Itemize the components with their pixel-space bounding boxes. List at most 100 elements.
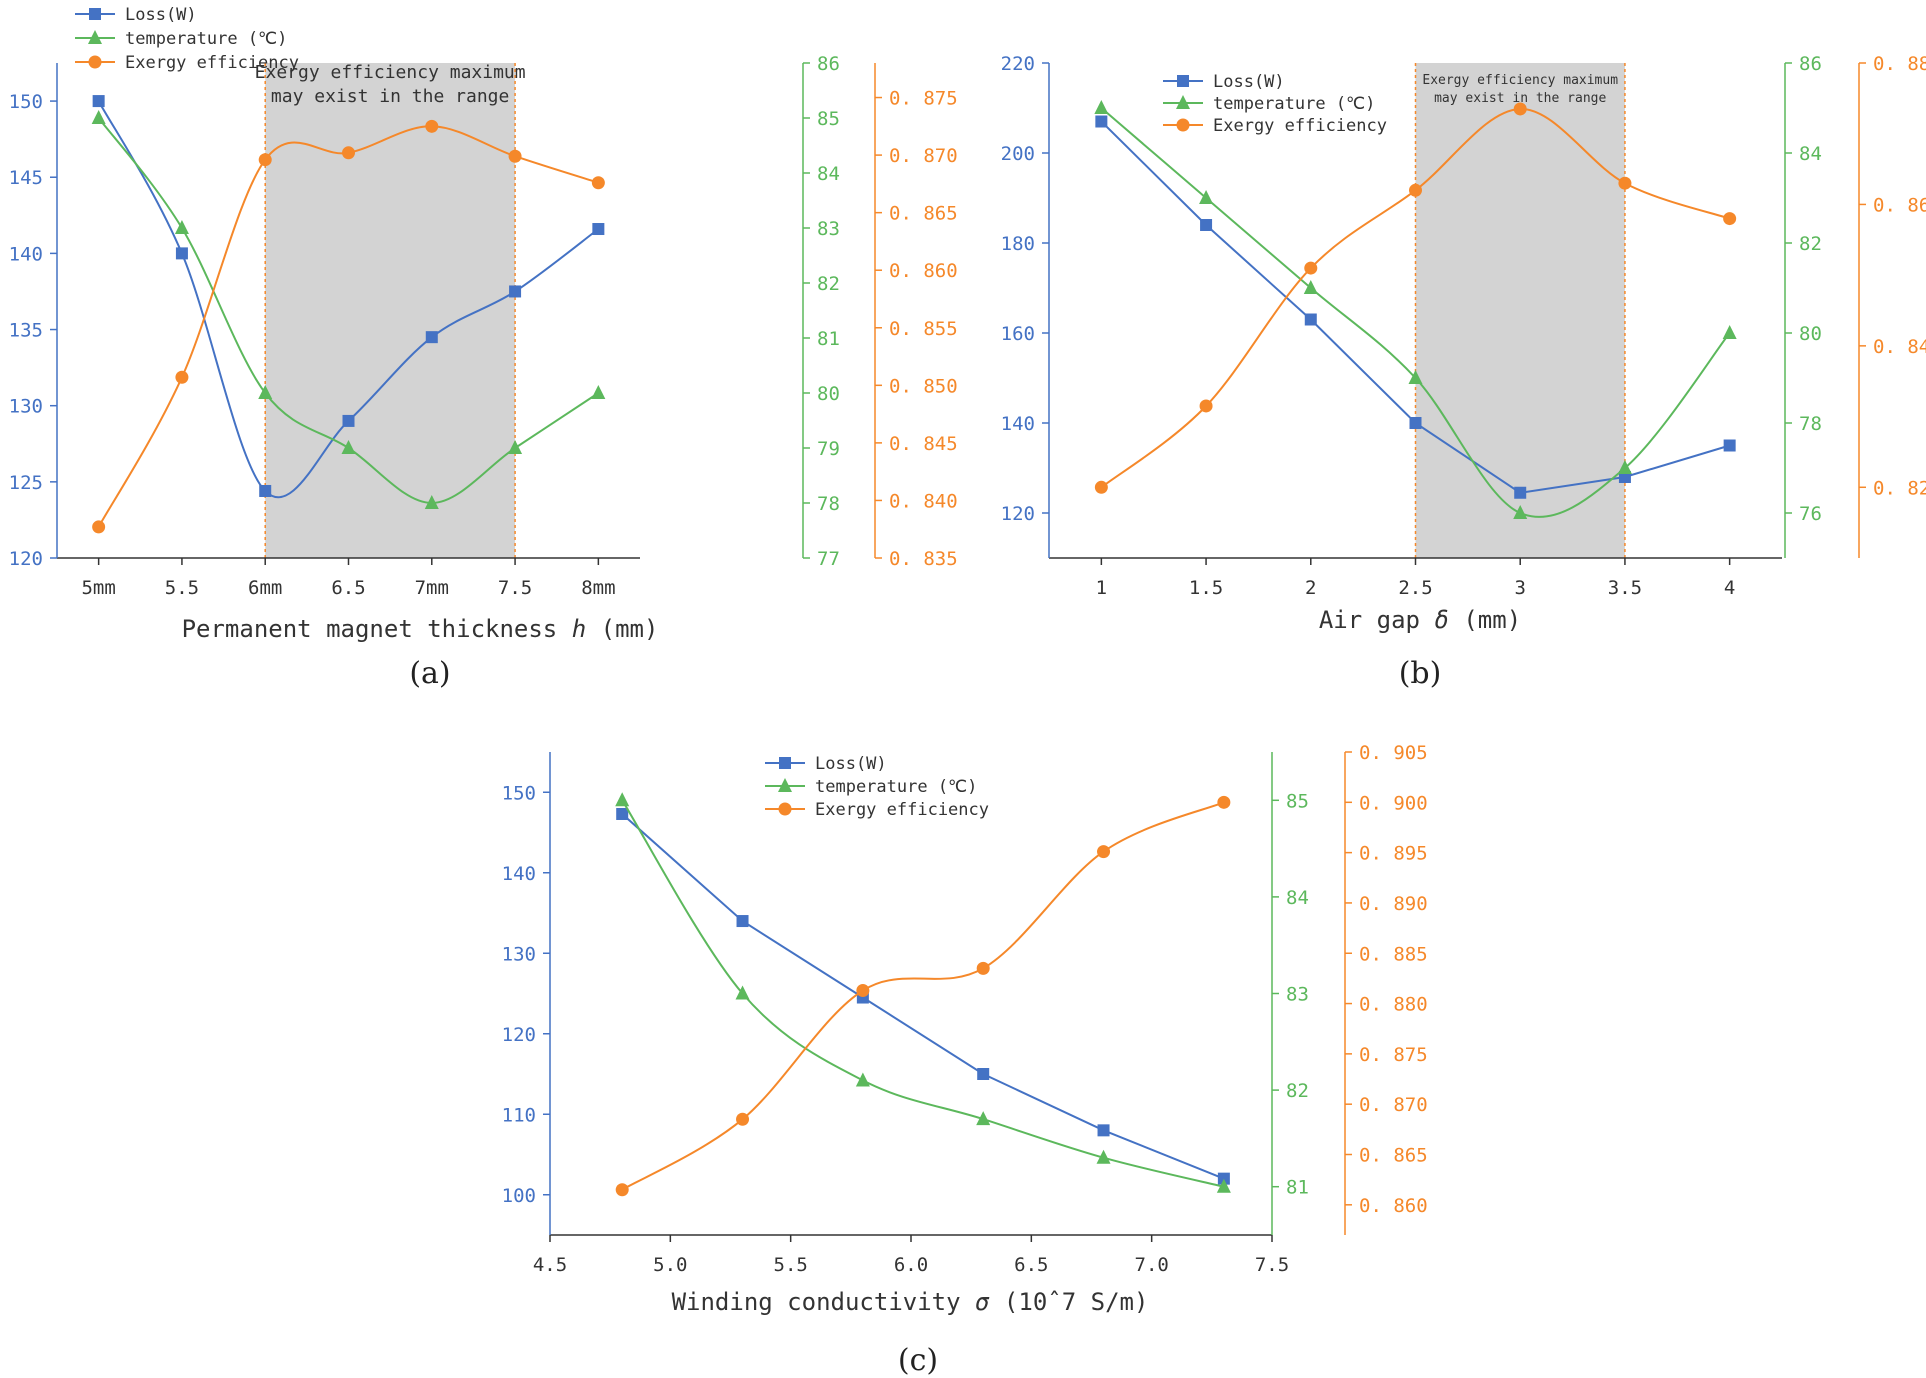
legend-swatch-marker (779, 757, 791, 769)
x-tick-label: 6mm (248, 577, 282, 599)
loss-data-point (1095, 115, 1108, 128)
loss-tick-label: 130 (9, 396, 43, 418)
x-axis-title: Air gap δ (mm) (1319, 606, 1521, 634)
loss-tick-label: 140 (502, 863, 536, 885)
temperature-tick-label: 86 (817, 53, 840, 75)
temperature-tick-label: 78 (1799, 413, 1822, 435)
exergy-tick-label: 0. 885 (1359, 943, 1428, 965)
panel-label: (c) (898, 1343, 938, 1378)
x-tick-label: 3.5 (1608, 577, 1642, 599)
legend: Loss(W)temperature (℃)Exergy efficiency (765, 754, 989, 820)
temperature-data-point (1216, 1178, 1231, 1193)
exergy-tick-label: 0. 860 (1359, 1195, 1428, 1217)
exergy-tick-label: 0. 845 (889, 433, 958, 455)
x-tick-label: 7.5 (1255, 1254, 1289, 1276)
legend: Loss(W)temperature (℃)Exergy efficiency (1163, 72, 1387, 136)
exergy-tick-label: 0. 870 (1359, 1094, 1428, 1116)
loss-tick-label: 100 (502, 1185, 536, 1207)
x-tick-label: 6.0 (894, 1254, 928, 1276)
x-tick-label: 1.5 (1189, 577, 1223, 599)
exergy-tick-label: 0. 835 (889, 548, 958, 570)
temperature-tick-label: 82 (1286, 1080, 1309, 1102)
loss-data-point (259, 484, 272, 497)
x-axis-title: Permanent magnet thickness h (mm) (182, 615, 659, 643)
panel-1: Exergy efficiency maximum may exist in th… (9, 5, 958, 691)
x-tick-label: 3 (1514, 577, 1525, 599)
temperature-tick-label: 76 (1799, 503, 1822, 525)
exergy-tick-label: 0. 855 (889, 318, 958, 340)
loss-tick-label: 150 (9, 91, 43, 113)
temperature-series-line (621, 799, 1225, 1188)
exergy-data-point (175, 370, 189, 384)
loss-data-point (175, 247, 188, 260)
exergy-data-point (1618, 176, 1632, 190)
loss-tick-label: 120 (502, 1024, 536, 1046)
x-tick-label: 4.5 (533, 1254, 567, 1276)
temperature-tick-label: 83 (1286, 984, 1309, 1006)
temperature-data-point (735, 985, 750, 1000)
loss-tick-label: 160 (1001, 323, 1035, 345)
shade-annotation: Exergy efficiency maximum (255, 62, 526, 83)
loss-tick-label: 110 (502, 1104, 536, 1126)
loss-data-point (509, 285, 522, 298)
exergy-series-line (97, 125, 599, 528)
exergy-tick-label: 0. 84 (1873, 336, 1926, 358)
x-tick-label: 5.0 (653, 1254, 687, 1276)
temperature-tick-label: 81 (817, 328, 840, 350)
legend-label: temperature (℃) (125, 29, 287, 49)
loss-tick-label: 180 (1001, 233, 1035, 255)
legend-swatch-marker (88, 55, 102, 69)
exergy-data-point (1723, 212, 1737, 226)
temperature-tick-label: 83 (817, 218, 840, 240)
temperature-data-point (1722, 325, 1737, 339)
shade-annotation: Exergy efficiency maximum (1422, 73, 1618, 88)
legend-label: Exergy efficiency (1213, 116, 1387, 136)
panel-2: Exergy efficiency maximum may exist in th… (1001, 53, 1926, 691)
x-tick-label: 4 (1724, 577, 1735, 599)
loss-tick-label: 125 (9, 472, 43, 494)
temperature-tick-label: 84 (1799, 143, 1822, 165)
loss-data-point (616, 807, 629, 820)
exergy-data-point (1409, 183, 1422, 197)
exergy-data-point (1217, 795, 1231, 809)
loss-data-point (1097, 1124, 1110, 1137)
temperature-data-point (1408, 370, 1423, 384)
temperature-tick-label: 84 (1286, 887, 1309, 909)
exergy-series-line (621, 801, 1225, 1191)
exergy-data-point (342, 146, 355, 160)
exergy-tick-label: 0. 86 (1873, 194, 1926, 216)
temperature-tick-label: 82 (1799, 233, 1822, 255)
legend-label: temperature (℃) (1213, 94, 1375, 114)
legend-swatch-marker (1177, 75, 1189, 87)
exergy-tick-label: 0. 865 (889, 203, 958, 225)
panel-label: (b) (1399, 656, 1442, 691)
temperature-data-point (1199, 190, 1214, 204)
exergy-tick-label: 0. 890 (1359, 893, 1428, 915)
loss-tick-label: 135 (9, 320, 43, 342)
temperature-data-point (1096, 1149, 1111, 1164)
x-tick-label: 5mm (81, 577, 115, 599)
x-tick-label: 6.5 (331, 577, 365, 599)
temperature-data-point (591, 385, 606, 399)
temperature-tick-label: 77 (817, 548, 840, 570)
temperature-data-point (174, 220, 189, 234)
shade-annotation: may exist in the range (1434, 91, 1606, 106)
exergy-data-point (856, 983, 870, 997)
loss-data-point (977, 1068, 990, 1080)
loss-series-line (621, 813, 1225, 1180)
x-tick-label: 1 (1096, 577, 1107, 599)
loss-data-point (1200, 219, 1213, 231)
legend-swatch-marker (778, 778, 792, 792)
exergy-data-point (736, 1112, 750, 1126)
shade-annotation: may exist in the range (271, 86, 509, 107)
exergy-data-point (92, 520, 106, 534)
legend-label: Loss(W) (1213, 72, 1285, 92)
legend-swatch-marker (778, 802, 792, 816)
loss-tick-label: 120 (9, 548, 43, 570)
exergy-tick-label: 0. 840 (889, 490, 958, 512)
exergy-data-point (615, 1183, 629, 1197)
loss-data-point (736, 915, 749, 928)
legend-swatch-marker (88, 30, 102, 44)
x-axis-title: Winding conductivity σ (10ˆ7 S/m) (672, 1288, 1149, 1316)
